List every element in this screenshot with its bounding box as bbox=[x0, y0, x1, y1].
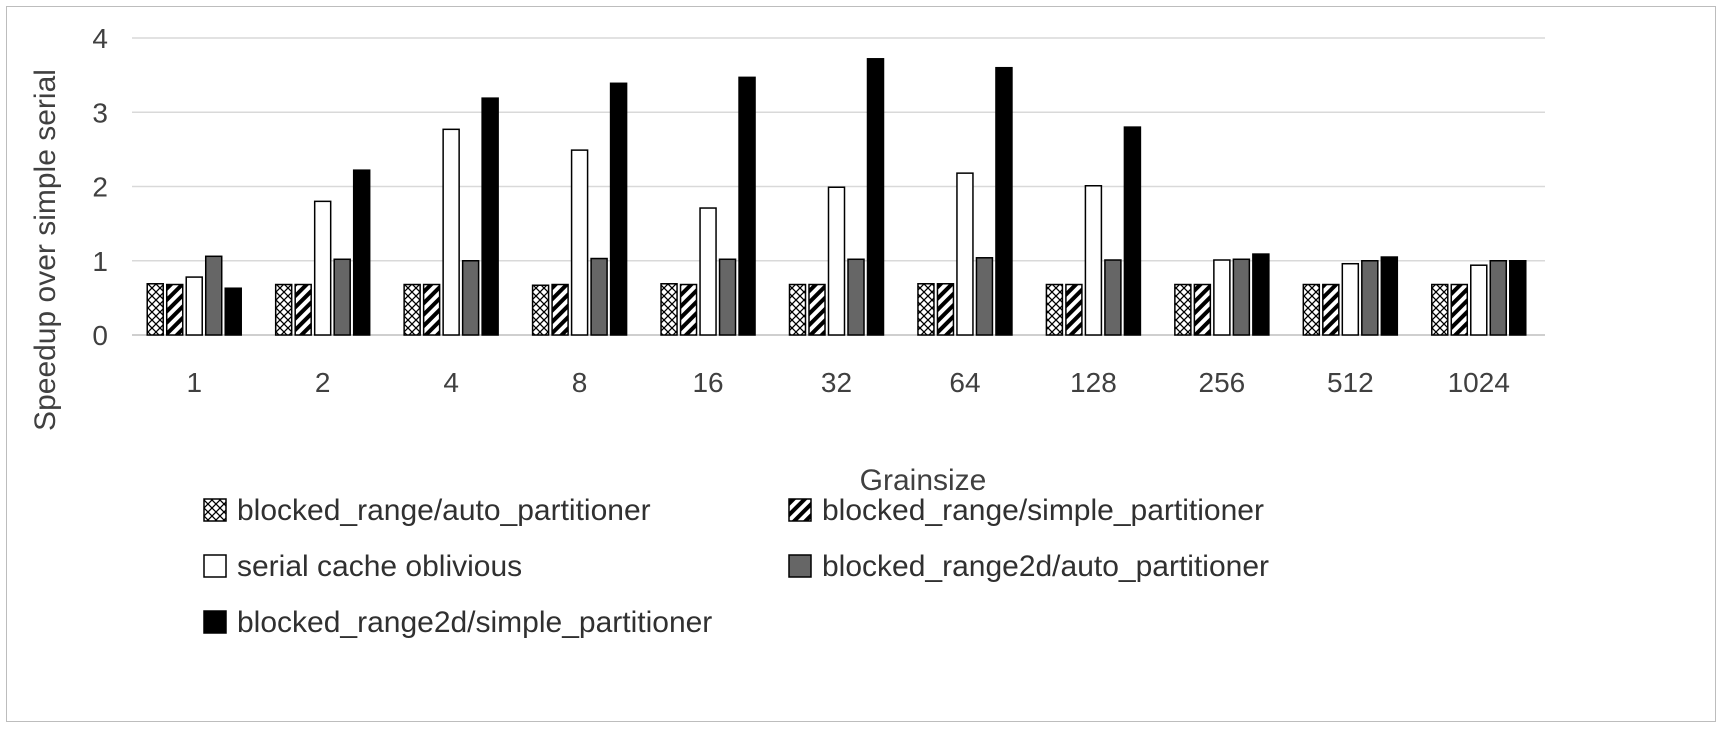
bar bbox=[699, 207, 717, 336]
x-tick-label: 2 bbox=[315, 367, 331, 398]
bar bbox=[294, 283, 312, 336]
bar bbox=[422, 283, 441, 336]
bar bbox=[1045, 283, 1064, 336]
bar bbox=[1470, 264, 1488, 336]
y-tick-label: 1 bbox=[92, 246, 108, 277]
bar bbox=[1232, 258, 1251, 336]
bar bbox=[679, 283, 698, 336]
bar bbox=[1361, 260, 1379, 336]
legend-swatch bbox=[788, 554, 812, 578]
x-tick-label: 256 bbox=[1199, 367, 1246, 398]
legend: blocked_range/auto_partitioner blocked_ra… bbox=[203, 494, 1269, 639]
bar bbox=[146, 283, 164, 336]
legend-label: serial cache oblivious bbox=[237, 550, 522, 583]
legend-swatch bbox=[203, 554, 227, 578]
legend-swatch bbox=[203, 610, 227, 634]
bar bbox=[224, 287, 242, 336]
bar bbox=[531, 284, 550, 336]
bar bbox=[274, 283, 293, 336]
bar bbox=[1322, 283, 1340, 336]
bar bbox=[1450, 283, 1469, 336]
bar bbox=[660, 283, 678, 336]
bar bbox=[481, 97, 499, 336]
bar bbox=[936, 283, 955, 336]
bar bbox=[847, 258, 865, 336]
x-tick-label: 1 bbox=[186, 367, 202, 398]
legend-label: blocked_range2d/simple_partitioner bbox=[237, 606, 712, 639]
y-tick-label: 4 bbox=[92, 23, 108, 54]
bar bbox=[1084, 185, 1103, 336]
bar bbox=[866, 58, 885, 336]
x-tick-label: 32 bbox=[821, 367, 852, 398]
bar bbox=[1213, 259, 1231, 336]
bar bbox=[1431, 283, 1449, 336]
x-tick-label: 8 bbox=[572, 367, 588, 398]
x-tick-label: 64 bbox=[949, 367, 980, 398]
bar bbox=[1065, 283, 1083, 336]
bar bbox=[718, 258, 737, 336]
bar bbox=[1104, 259, 1122, 336]
legend-label: blocked_range/simple_partitioner bbox=[822, 494, 1264, 527]
x-tick-label: 1024 bbox=[1448, 367, 1510, 398]
x-axis-title: Grainsize bbox=[860, 464, 987, 497]
bar bbox=[570, 149, 589, 336]
y-axis-title: Speedup over simple serial bbox=[29, 69, 62, 431]
y-tick-labels: 0 1 2 3 4 bbox=[92, 23, 108, 351]
bars bbox=[146, 58, 1527, 336]
bar bbox=[333, 258, 351, 336]
x-tick-label: 16 bbox=[692, 367, 723, 398]
bar bbox=[1489, 260, 1508, 336]
bar bbox=[1302, 283, 1321, 336]
bar bbox=[403, 283, 421, 336]
bar bbox=[995, 66, 1013, 336]
y-tick-label: 0 bbox=[92, 320, 108, 351]
legend-label: blocked_range2d/auto_partitioner bbox=[822, 550, 1269, 583]
bar bbox=[956, 172, 974, 336]
x-tick-label: 128 bbox=[1070, 367, 1117, 398]
bar bbox=[917, 283, 935, 336]
bar bbox=[609, 82, 628, 336]
bar bbox=[551, 283, 569, 336]
bar bbox=[1193, 283, 1212, 336]
bar bbox=[738, 76, 756, 336]
x-tick-label: 4 bbox=[443, 367, 459, 398]
bar bbox=[165, 283, 184, 336]
chart-frame bbox=[6, 6, 1716, 722]
bar bbox=[1123, 126, 1142, 336]
bar bbox=[461, 260, 480, 336]
bar bbox=[1380, 256, 1399, 336]
bar bbox=[1174, 283, 1192, 336]
legend-swatch bbox=[203, 498, 227, 522]
x-tick-labels: 1 2 4 8 16 32 64 128 256 512 1024 bbox=[186, 367, 1509, 398]
bar bbox=[1509, 260, 1527, 336]
bar bbox=[204, 255, 223, 336]
bar bbox=[1341, 262, 1360, 336]
bar bbox=[827, 186, 846, 336]
bar bbox=[313, 200, 332, 336]
x-tick-label: 512 bbox=[1327, 367, 1374, 398]
bar bbox=[975, 257, 994, 336]
bar bbox=[808, 283, 826, 336]
bar bbox=[352, 169, 371, 336]
bar bbox=[442, 128, 460, 336]
legend-swatch bbox=[788, 498, 812, 522]
bar bbox=[1252, 253, 1270, 336]
y-tick-label: 2 bbox=[92, 172, 108, 203]
y-tick-label: 3 bbox=[92, 97, 108, 128]
legend-label: blocked_range/auto_partitioner bbox=[237, 494, 651, 527]
bar bbox=[185, 276, 203, 336]
bar bbox=[788, 283, 807, 336]
bar bbox=[590, 257, 608, 336]
